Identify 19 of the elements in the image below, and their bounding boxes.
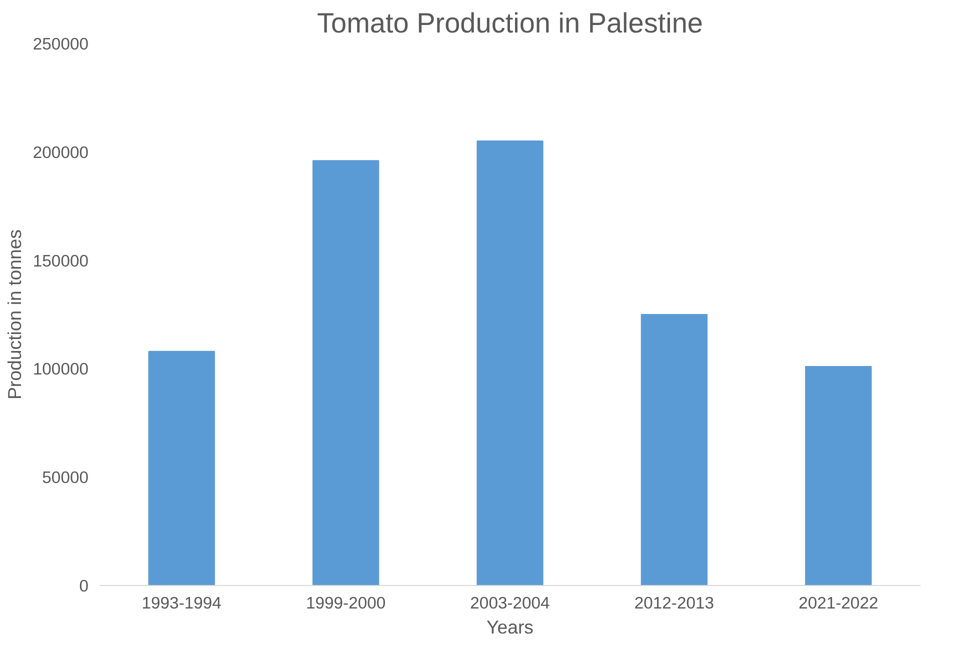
x-tick-label: 1999-2000: [306, 594, 386, 612]
y-tick-label: 250000: [32, 34, 89, 54]
bar: [805, 366, 872, 586]
x-axis-title: Years: [486, 616, 534, 638]
y-tick-label: 0: [79, 576, 88, 596]
x-tick-label: 1993-1994: [142, 594, 222, 612]
y-tick-label: 50000: [42, 468, 89, 488]
y-tick-label: 200000: [32, 142, 89, 162]
x-tick-label: 2003-2004: [470, 594, 550, 612]
bar: [476, 140, 544, 586]
bar: [640, 314, 708, 586]
bar: [312, 160, 380, 586]
x-tick-label: 2012-2013: [634, 594, 714, 612]
y-axis-title: Production in tonnes: [4, 229, 25, 400]
y-tick-label: 100000: [32, 360, 89, 379]
chart-title: Tomato Production in Palestine: [317, 8, 703, 38]
x-tick-label: 2021-2022: [798, 594, 878, 612]
bar: [148, 350, 215, 586]
y-tick-label: 150000: [32, 251, 89, 270]
